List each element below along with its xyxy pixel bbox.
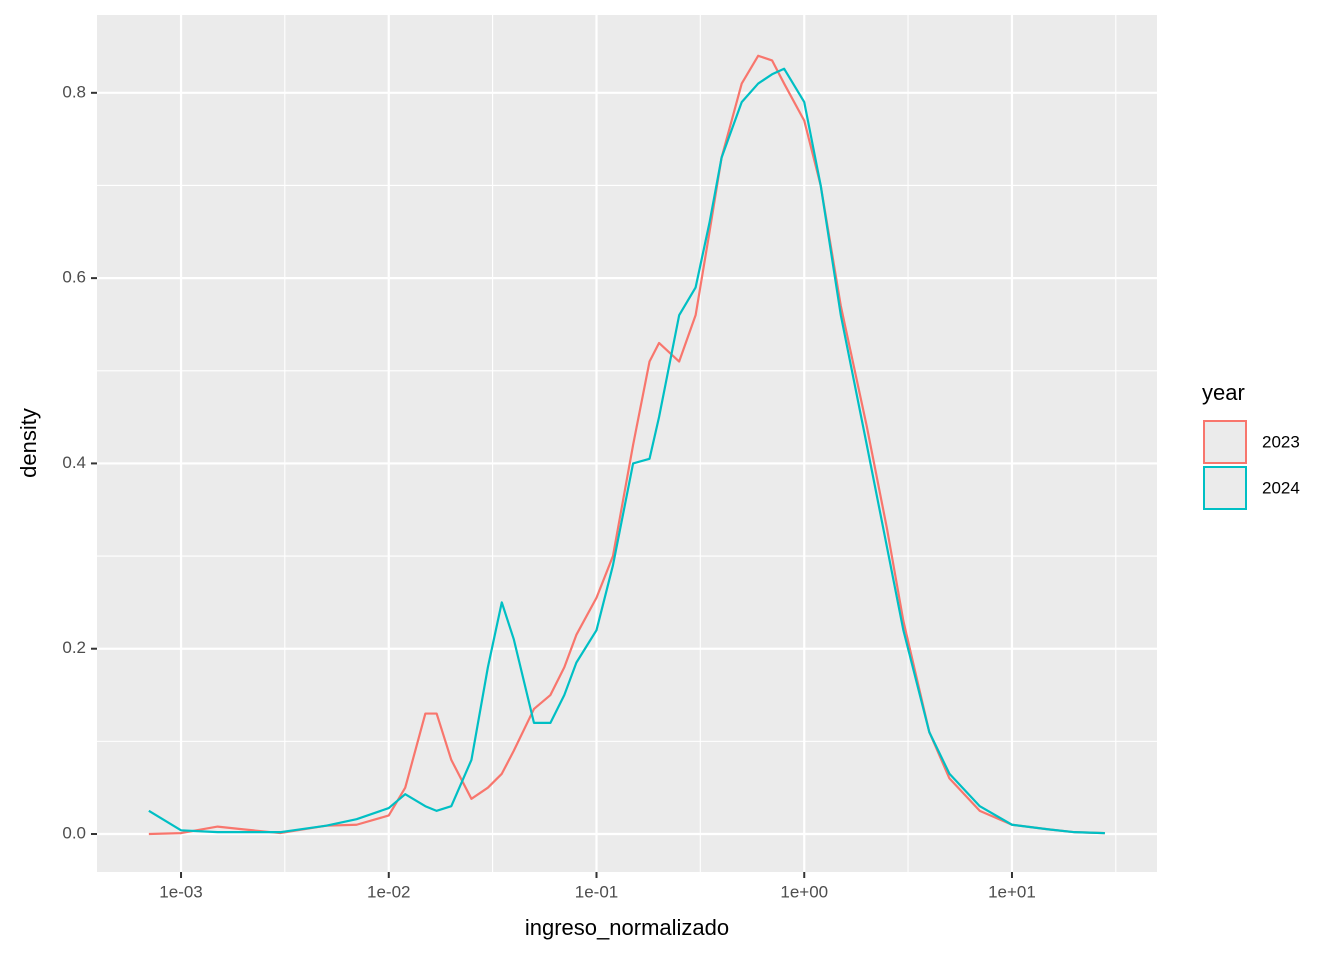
y-tick-label: 0.2 (62, 638, 86, 657)
y-tick-label: 0.6 (62, 268, 86, 287)
y-tick-label: 0.8 (62, 82, 86, 101)
y-tick-label: 0.4 (62, 453, 86, 472)
legend-key (1203, 420, 1247, 464)
legend-title: year (1202, 380, 1245, 405)
y-tick-label: 0.0 (62, 823, 86, 842)
legend-key (1203, 466, 1247, 510)
grid (97, 15, 1157, 872)
y-axis-title: density (16, 408, 41, 478)
x-axis-title: ingreso_normalizado (525, 915, 729, 940)
panel (97, 15, 1157, 872)
x-tick-label: 1e-01 (575, 882, 618, 901)
x-tick-label: 1e+00 (780, 882, 828, 901)
x-tick-label: 1e-03 (159, 882, 202, 901)
lines (148, 54, 1105, 836)
x-tick-label: 1e+01 (988, 882, 1036, 901)
axes: 1e-03 1e-02 1e-01 1e+00 1e+01 0.0 0.2 0.4 0.6 0.8 (62, 82, 1035, 901)
legend: 2023 2024 (1203, 420, 1300, 510)
legend-label: 2023 (1262, 432, 1300, 451)
density-line (148, 67, 1105, 835)
legend-label: 2024 (1262, 478, 1300, 497)
x-tick-label: 1e-02 (367, 882, 410, 901)
